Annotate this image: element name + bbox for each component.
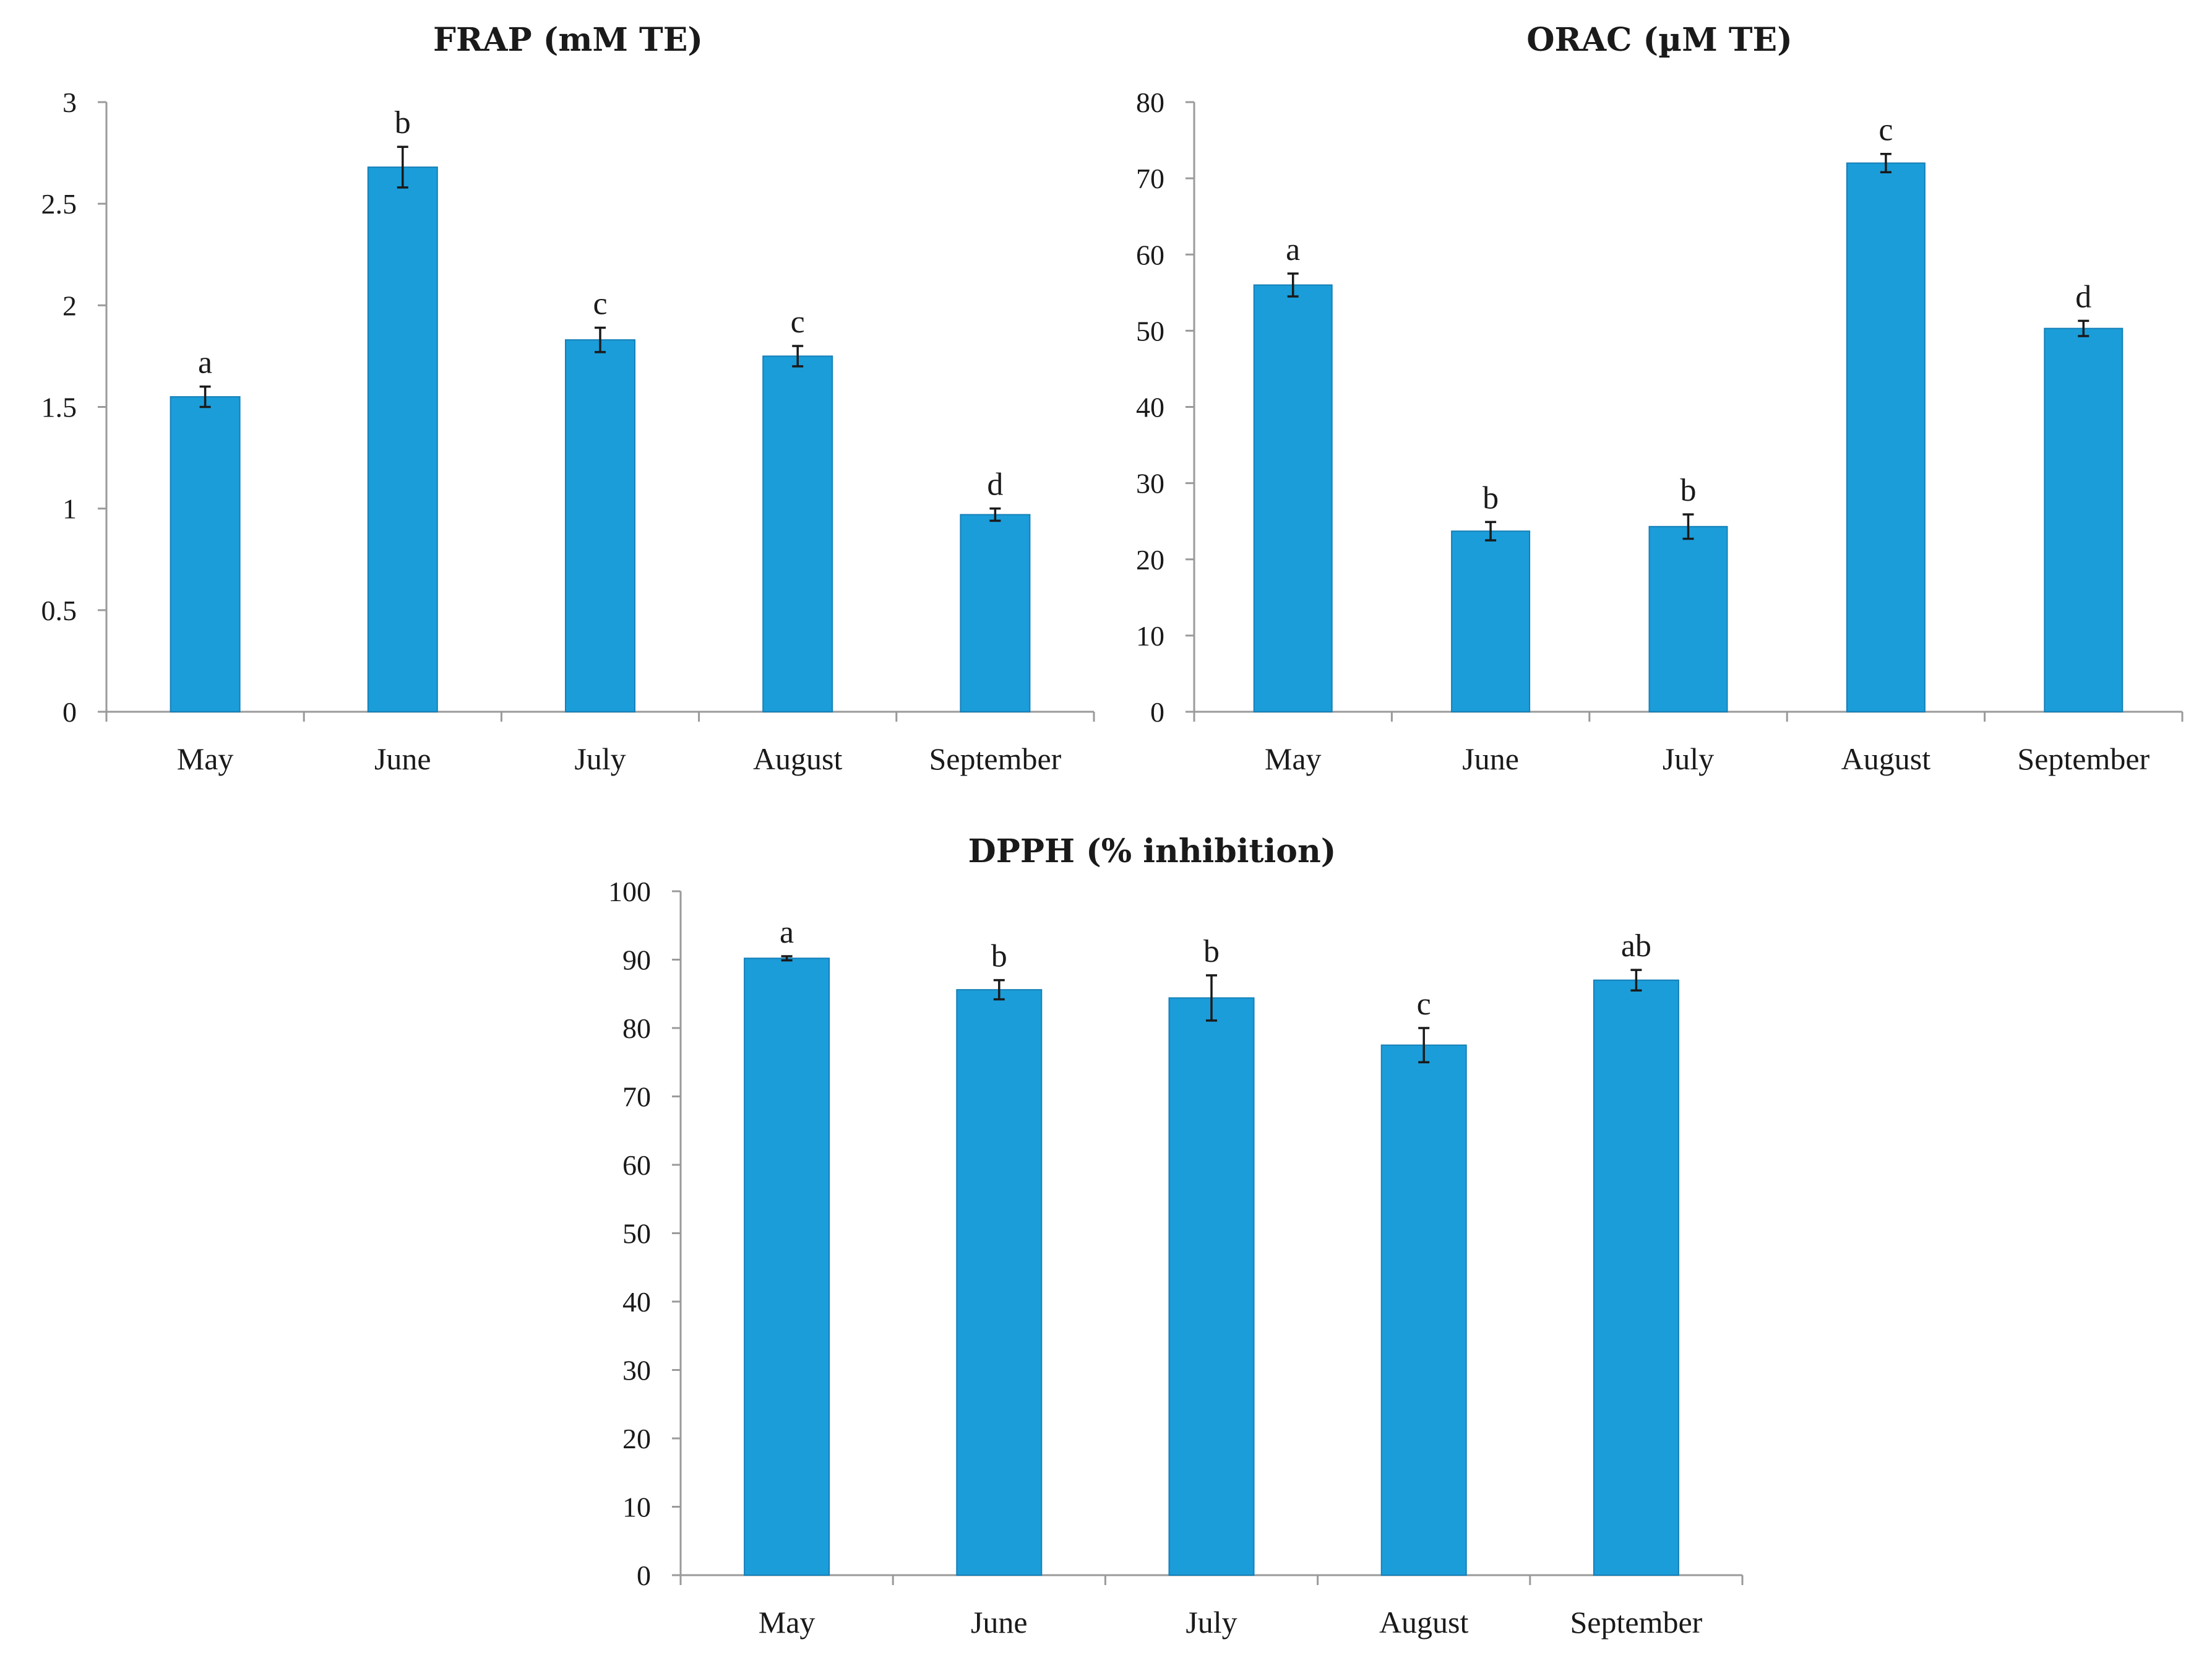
orac-chart: ORAC (µM TE) 0 10 20 30 40 50 60 70 80 a May b June b…	[1136, 21, 2184, 776]
frap-error-bar-july	[595, 326, 606, 353]
dpph-y-tick-label: 50	[622, 1218, 651, 1250]
frap-chart-title: FRAP (mM TE)	[433, 21, 703, 59]
dpph-significance-label: a	[780, 915, 794, 950]
frap-significance-label: c	[593, 286, 607, 321]
dpph-y-tick-label: 40	[622, 1286, 651, 1318]
dpph-significance-label: b	[991, 939, 1007, 974]
frap-error-bar-september	[989, 507, 1001, 522]
frap-y-tick-label: 1.5	[41, 392, 77, 423]
dpph-error-bar-september	[1630, 969, 1642, 992]
frap-y-tick-label: 1	[62, 493, 77, 525]
frap-chart: FRAP (mM TE) 0 0.5 1 1.5 2 2.5 3 a May b June c July…	[41, 21, 1095, 776]
frap-error-bar-may	[199, 385, 211, 408]
dpph-category-label: August	[1379, 1605, 1469, 1640]
orac-error-bar-may	[1287, 272, 1299, 298]
dpph-y-tick-label: 100	[608, 876, 651, 907]
dpph-significance-label: c	[1417, 987, 1431, 1022]
orac-category-label: July	[1663, 741, 1714, 776]
orac-y-tick-label: 20	[1136, 544, 1164, 576]
dpph-y-tick-label: 30	[622, 1355, 651, 1386]
frap-category-label: June	[374, 741, 431, 776]
orac-bar-august	[1846, 162, 1926, 712]
frap-significance-label: c	[791, 305, 805, 340]
frap-significance-label: a	[198, 345, 212, 381]
dpph-error-bar-august	[1418, 1027, 1430, 1063]
dpph-y-tick-label: 60	[622, 1149, 651, 1181]
orac-significance-label: c	[1878, 113, 1893, 148]
orac-significance-label: d	[2075, 279, 2091, 314]
frap-y-tick-label: 0	[62, 696, 77, 728]
orac-error-bar-july	[1682, 513, 1694, 540]
orac-y-tick-label: 10	[1136, 620, 1164, 652]
orac-y-tick-label: 70	[1136, 163, 1164, 194]
orac-chart-title: ORAC (µM TE)	[1526, 21, 1792, 59]
orac-error-bar-september	[2078, 319, 2089, 337]
orac-y-tick-label: 0	[1150, 696, 1164, 728]
orac-bar-september	[2044, 327, 2124, 712]
dpph-y-tick-label: 70	[622, 1081, 651, 1113]
dpph-category-label: May	[759, 1605, 816, 1640]
orac-bar-june	[1451, 530, 1531, 712]
frap-bar-august	[762, 355, 833, 712]
frap-y-tick-label: 3	[62, 87, 77, 118]
orac-bar-may	[1253, 284, 1333, 712]
orac-significance-label: a	[1286, 232, 1300, 267]
dpph-error-bar-june	[993, 979, 1005, 1001]
orac-category-label: August	[1841, 741, 1931, 776]
frap-error-bar-august	[792, 345, 804, 368]
orac-error-bar-august	[1880, 152, 1891, 174]
frap-significance-label: b	[395, 105, 411, 140]
orac-y-tick-label: 80	[1136, 87, 1164, 118]
frap-category-label: September	[929, 741, 1061, 776]
frap-category-label: July	[574, 741, 626, 776]
frap-y-tick-label: 2	[62, 290, 77, 321]
frap-bar-may	[170, 396, 241, 712]
dpph-category-label: June	[971, 1605, 1028, 1640]
orac-category-label: June	[1462, 741, 1519, 776]
frap-y-tick-label: 0.5	[41, 595, 77, 626]
dpph-significance-label: b	[1203, 934, 1220, 969]
dpph-significance-label: ab	[1621, 928, 1651, 964]
dpph-chart: DPPH (% inhibition) 0 10 20 30 40 50 60 70 80 90 1…	[608, 832, 1744, 1640]
orac-category-label: May	[1265, 741, 1322, 776]
dpph-category-label: July	[1186, 1605, 1237, 1640]
orac-y-tick-label: 60	[1136, 239, 1164, 270]
dpph-chart-title: DPPH (% inhibition)	[968, 832, 1336, 870]
frap-bar-july	[565, 339, 635, 712]
orac-y-tick-label: 40	[1136, 392, 1164, 423]
dpph-error-bar-may	[781, 955, 793, 962]
orac-y-tick-label: 30	[1136, 468, 1164, 499]
frap-y-tick-label: 2.5	[41, 188, 77, 220]
dpph-bar-july	[1168, 997, 1255, 1576]
dpph-y-tick-label: 80	[622, 1013, 651, 1044]
frap-bar-september	[960, 514, 1031, 712]
dpph-bar-august	[1380, 1044, 1467, 1576]
dpph-bar-september	[1593, 979, 1679, 1576]
frap-bar-june	[367, 166, 438, 713]
dpph-error-bar-july	[1206, 974, 1217, 1022]
dpph-y-tick-label: 0	[637, 1560, 651, 1591]
orac-bar-july	[1648, 525, 1728, 713]
dpph-y-tick-label: 10	[622, 1492, 651, 1523]
dpph-bar-june	[956, 989, 1043, 1576]
orac-error-bar-june	[1485, 521, 1497, 542]
dpph-y-tick-label: 20	[622, 1423, 651, 1454]
dpph-category-label: September	[1570, 1605, 1702, 1640]
frap-category-label: August	[753, 741, 843, 776]
orac-y-tick-label: 50	[1136, 315, 1164, 347]
dpph-y-tick-label: 90	[622, 944, 651, 976]
frap-category-label: May	[177, 741, 234, 776]
orac-category-label: September	[2017, 741, 2150, 776]
frap-significance-label: d	[987, 467, 1003, 503]
orac-significance-label: b	[1483, 480, 1499, 516]
frap-error-bar-june	[397, 145, 408, 189]
dpph-bar-may	[744, 957, 830, 1576]
orac-significance-label: b	[1681, 473, 1697, 508]
